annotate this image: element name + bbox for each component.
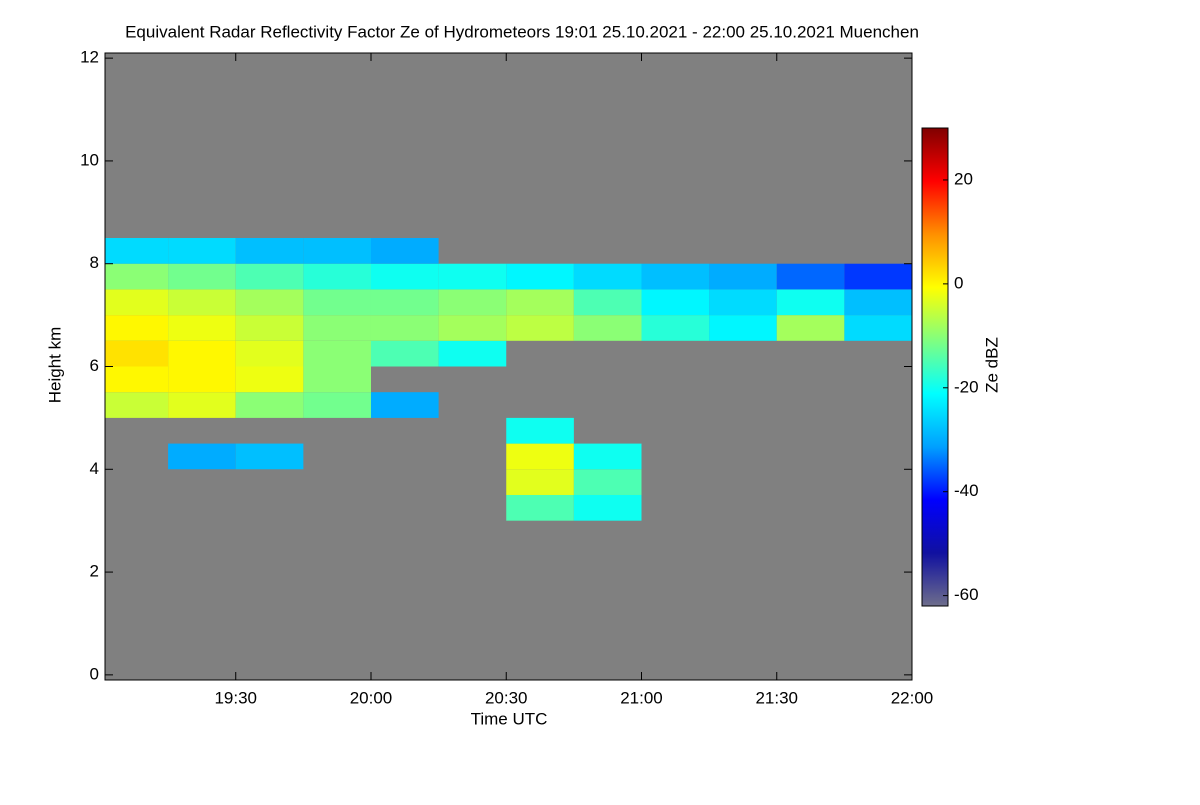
heatmap-cell <box>303 238 371 264</box>
y-tick-label: 8 <box>90 253 99 272</box>
heatmap-cell <box>168 366 236 393</box>
heatmap-cell <box>105 392 169 418</box>
heatmap-cell <box>573 469 642 495</box>
heatmap-cell <box>235 366 304 393</box>
heatmap-cell <box>235 315 304 341</box>
heatmap-cell <box>370 238 439 264</box>
x-axis-label: Time UTC <box>471 709 548 728</box>
heatmap-cell <box>168 263 236 290</box>
colorbar-tick-label: 20 <box>954 169 973 188</box>
y-tick-label: 2 <box>90 562 99 581</box>
x-tick-label: 20:00 <box>350 688 393 707</box>
heatmap-cell <box>370 340 439 367</box>
heatmap-cell <box>235 392 304 418</box>
colorbar-tick-label: -40 <box>954 481 979 500</box>
heatmap <box>105 238 912 521</box>
heatmap-cell <box>709 263 777 290</box>
heatmap-cell <box>641 315 710 341</box>
heatmap-cell <box>641 263 710 290</box>
colorbar-tick-label: 0 <box>954 273 963 292</box>
heatmap-cell <box>105 340 169 367</box>
heatmap-cell <box>303 392 371 418</box>
heatmap-cell <box>370 289 439 316</box>
heatmap-cell <box>844 263 912 290</box>
heatmap-cell <box>776 315 845 341</box>
heatmap-cell <box>235 238 304 264</box>
x-tick-label: 19:30 <box>214 688 257 707</box>
heatmap-cell <box>506 289 574 316</box>
heatmap-cell <box>105 289 169 316</box>
heatmap-cell <box>168 315 236 341</box>
heatmap-cell <box>168 289 236 316</box>
y-tick-label: 0 <box>90 664 99 683</box>
heatmap-cell <box>303 263 371 290</box>
heatmap-cell <box>303 340 371 367</box>
x-tick-label: 20:30 <box>485 688 528 707</box>
heatmap-cell <box>506 494 574 521</box>
heatmap-cell <box>506 315 574 341</box>
heatmap-cell <box>235 263 304 290</box>
heatmap-cell <box>573 289 642 316</box>
heatmap-cell <box>168 340 236 367</box>
heatmap-cell <box>105 238 169 264</box>
heatmap-cell <box>709 315 777 341</box>
y-tick-label: 10 <box>80 150 99 169</box>
heatmap-cell <box>105 366 169 393</box>
heatmap-cell <box>506 417 574 444</box>
heatmap-cell <box>438 340 507 367</box>
y-tick-label: 4 <box>90 459 99 478</box>
heatmap-cell <box>844 289 912 316</box>
x-tick-label: 21:00 <box>620 688 663 707</box>
heatmap-cell <box>506 263 574 290</box>
heatmap-cell <box>105 263 169 290</box>
heatmap-cell <box>641 289 710 316</box>
heatmap-cell <box>776 289 845 316</box>
colorbar <box>921 127 949 607</box>
heatmap-cell <box>168 392 236 418</box>
heatmap-cell <box>235 340 304 367</box>
heatmap-cell <box>303 366 371 393</box>
heatmap-cell <box>235 289 304 316</box>
chart-title: Equivalent Radar Reflectivity Factor Ze … <box>125 22 919 41</box>
heatmap-cell <box>506 443 574 470</box>
heatmap-cell <box>573 494 642 521</box>
heatmap-cell <box>438 289 507 316</box>
heatmap-cell <box>105 315 169 341</box>
heatmap-cell <box>573 315 642 341</box>
heatmap-cell <box>776 263 845 290</box>
heatmap-cell <box>438 315 507 341</box>
x-tick-label: 22:00 <box>891 688 934 707</box>
y-axis-label: Height km <box>45 327 64 404</box>
x-tick-label: 21:30 <box>755 688 798 707</box>
y-tick-label: 6 <box>90 356 99 375</box>
heatmap-cell <box>709 289 777 316</box>
heatmap-cell <box>370 392 439 418</box>
heatmap-cell <box>506 469 574 495</box>
heatmap-cell <box>370 315 439 341</box>
heatmap-cell <box>438 263 507 290</box>
colorbar-tick-label: -20 <box>954 377 979 396</box>
colorbar-label: Ze dBZ <box>982 337 1001 393</box>
y-tick-label: 12 <box>80 48 99 67</box>
heatmap-cell <box>303 289 371 316</box>
heatmap-cell <box>168 238 236 264</box>
heatmap-cell <box>573 443 642 470</box>
heatmap-cell <box>844 315 912 341</box>
heatmap-cell <box>370 263 439 290</box>
heatmap-cell <box>573 263 642 290</box>
heatmap-cell <box>235 443 304 470</box>
colorbar-tick-label: -60 <box>954 585 979 604</box>
heatmap-cell <box>303 315 371 341</box>
heatmap-cell <box>168 443 236 470</box>
